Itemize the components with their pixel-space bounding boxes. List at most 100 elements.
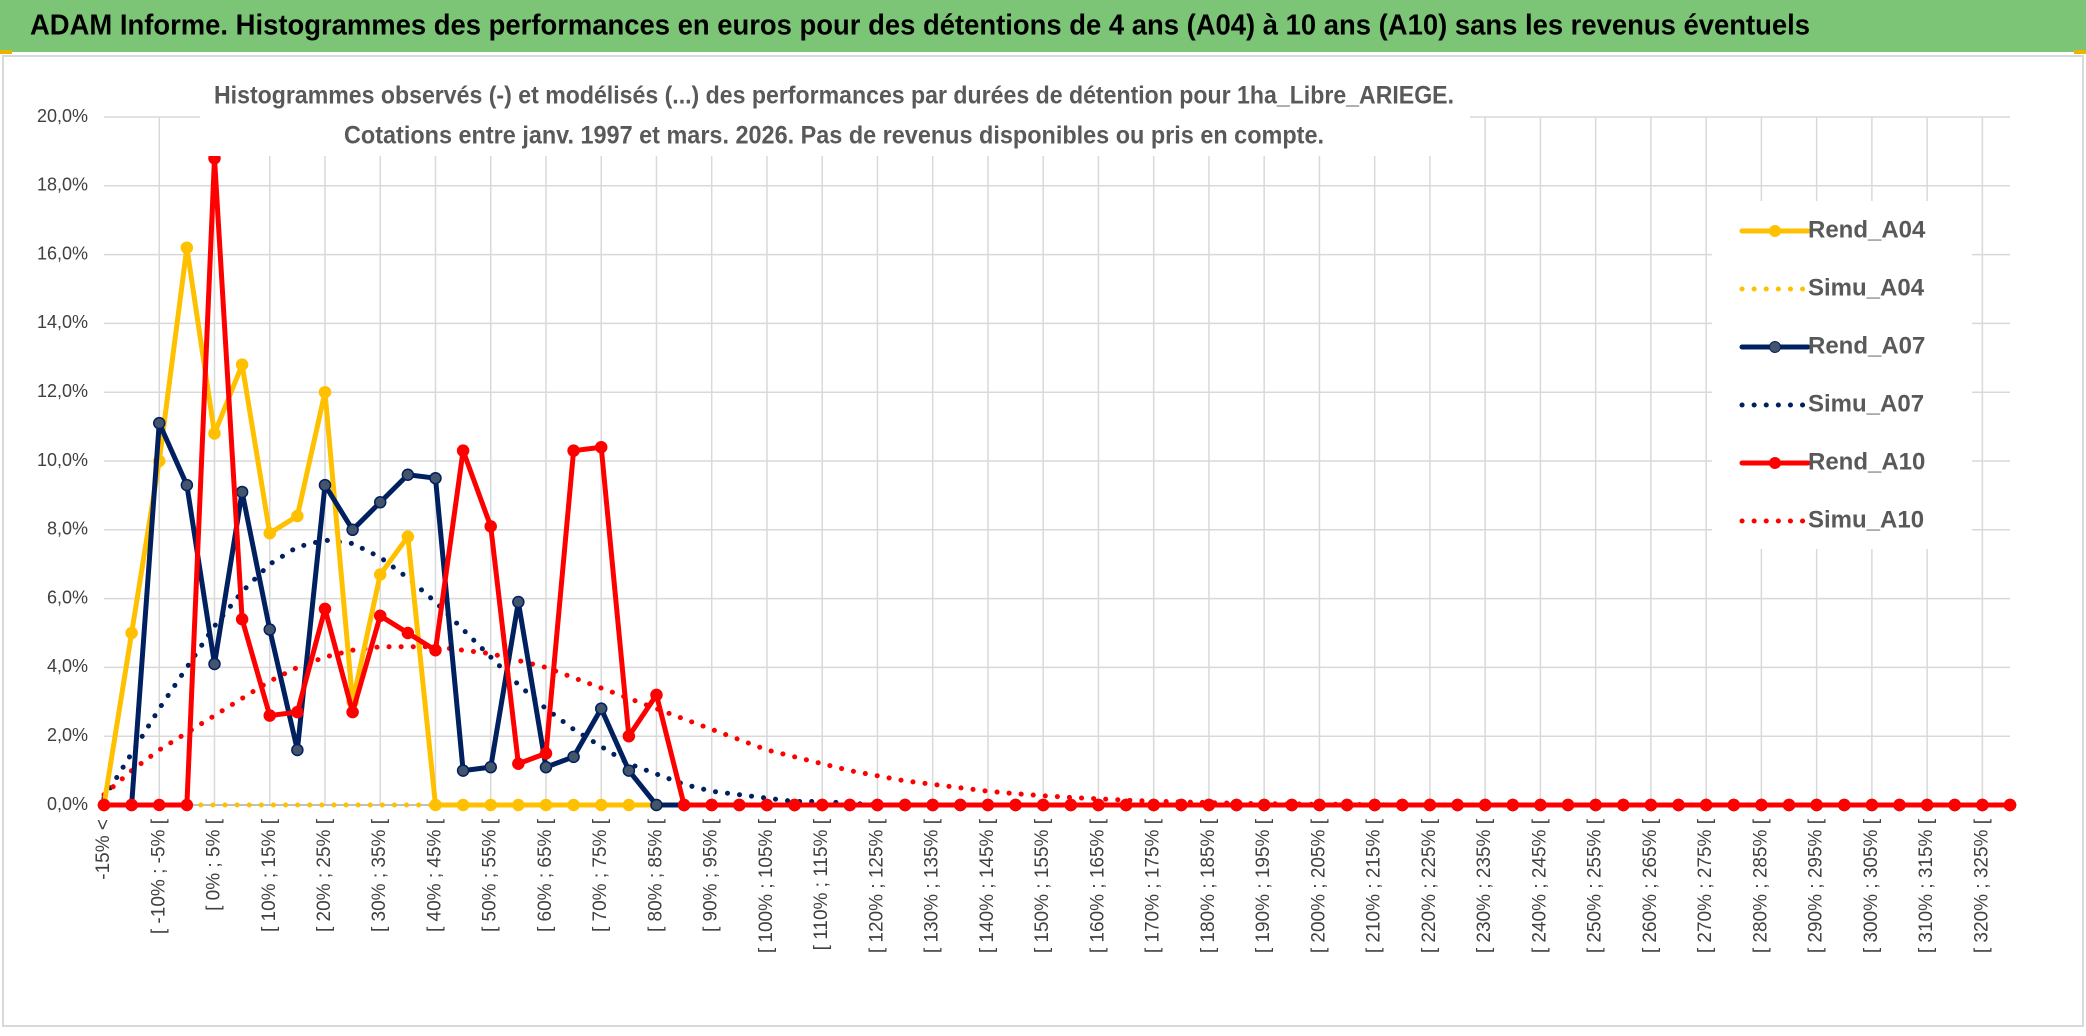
x-tick-label: [ 130% ; 135% [ bbox=[922, 818, 943, 953]
marker bbox=[318, 385, 332, 399]
marker bbox=[1202, 798, 1216, 812]
chart-frame bbox=[2, 55, 2084, 1027]
marker bbox=[1672, 798, 1685, 812]
x-tick-label: [ 100% ; 105% [ bbox=[756, 818, 777, 953]
marker bbox=[429, 471, 442, 485]
marker bbox=[1009, 798, 1022, 812]
x-tick-label: [ 160% ; 165% [ bbox=[1087, 818, 1108, 953]
x-tick-label: [ 200% ; 205% [ bbox=[1308, 818, 1329, 953]
x-tick-label: [ 240% ; 245% [ bbox=[1529, 818, 1550, 953]
marker bbox=[1589, 798, 1602, 812]
marker bbox=[512, 757, 525, 770]
marker bbox=[898, 798, 912, 812]
marker bbox=[291, 705, 304, 719]
marker bbox=[1920, 798, 1934, 812]
x-tick-label: [ 220% ; 225% [ bbox=[1419, 818, 1440, 953]
marker bbox=[1396, 798, 1409, 812]
marker bbox=[1175, 798, 1188, 812]
marker bbox=[373, 609, 387, 623]
marker bbox=[180, 478, 194, 492]
marker bbox=[2003, 798, 2017, 812]
marker bbox=[373, 496, 387, 509]
legend-label: Rend_A10 bbox=[1808, 448, 1925, 475]
x-tick-label: -15% < bbox=[93, 819, 114, 880]
marker bbox=[1313, 798, 1326, 812]
legend-label: Simu_A04 bbox=[1808, 274, 1925, 301]
marker bbox=[1230, 798, 1243, 812]
marker bbox=[788, 798, 801, 812]
series-line bbox=[101, 644, 2013, 808]
marker bbox=[235, 485, 249, 499]
marker bbox=[1976, 798, 1989, 812]
marker bbox=[1617, 798, 1630, 812]
x-tick-label: [ 320% ; 325% [ bbox=[1971, 818, 1992, 953]
marker bbox=[235, 358, 249, 371]
x-tick-label: [ 230% ; 235% [ bbox=[1474, 818, 1495, 953]
x-tick-label: [ 270% ; 275% [ bbox=[1695, 818, 1716, 953]
marker bbox=[97, 798, 111, 812]
marker bbox=[346, 705, 359, 719]
y-tick-label: 12,0% bbox=[37, 381, 88, 401]
x-tick-label: [ -10% ; -5% [ bbox=[148, 818, 169, 934]
marker bbox=[871, 798, 884, 812]
marker bbox=[815, 798, 829, 812]
x-tick-label: [ 190% ; 195% [ bbox=[1253, 818, 1274, 953]
marker bbox=[401, 468, 415, 482]
marker bbox=[622, 798, 636, 812]
marker bbox=[373, 568, 387, 581]
marker bbox=[1755, 798, 1768, 812]
legend-label: Simu_A10 bbox=[1808, 506, 1924, 533]
y-tick-label: 18,0% bbox=[37, 175, 88, 195]
marker bbox=[1534, 798, 1547, 812]
marker bbox=[1036, 798, 1050, 812]
marker bbox=[1423, 798, 1437, 812]
marker bbox=[622, 764, 636, 777]
x-tick-label: [ 210% ; 215% [ bbox=[1364, 818, 1385, 953]
marker bbox=[1699, 798, 1713, 812]
marker bbox=[456, 764, 470, 777]
marker bbox=[594, 440, 608, 454]
marker bbox=[954, 798, 967, 812]
y-tick-label: 16,0% bbox=[37, 243, 88, 263]
corner bbox=[2074, 50, 2086, 54]
y-tick-label: 8,0% bbox=[47, 519, 88, 539]
x-tick-label: [ 40% ; 45% [ bbox=[424, 818, 445, 932]
y-tick-label: 4,0% bbox=[47, 656, 88, 676]
marker bbox=[484, 760, 497, 774]
x-tick-label: [ 170% ; 175% [ bbox=[1143, 818, 1164, 953]
marker bbox=[1119, 798, 1133, 812]
x-tick-label: [ 80% ; 85% [ bbox=[645, 818, 666, 932]
legend-label: Rend_A04 bbox=[1808, 216, 1926, 243]
x-tick-label: [ 70% ; 75% [ bbox=[590, 818, 611, 932]
x-tick-label: [ 50% ; 55% [ bbox=[480, 818, 501, 932]
marker bbox=[208, 427, 221, 440]
marker bbox=[539, 747, 553, 760]
marker bbox=[263, 709, 276, 722]
marker bbox=[843, 798, 857, 812]
marker bbox=[512, 798, 525, 812]
marker bbox=[1064, 798, 1078, 812]
y-tick-label: 6,0% bbox=[47, 587, 88, 607]
marker bbox=[1506, 798, 1520, 812]
x-tick-label: [ 10% ; 15% [ bbox=[259, 818, 280, 932]
marker bbox=[1865, 798, 1879, 812]
marker bbox=[733, 798, 746, 812]
legend-marker bbox=[1769, 457, 1781, 469]
marker bbox=[1893, 798, 1906, 812]
x-tick-label: [ 0% ; 5% [ bbox=[204, 818, 225, 911]
x-tick-label: [ 110% ; 115% [ bbox=[811, 818, 832, 950]
title-bg bbox=[200, 78, 1470, 156]
marker bbox=[1451, 798, 1464, 812]
marker bbox=[125, 626, 138, 640]
marker bbox=[1727, 798, 1741, 812]
marker bbox=[1838, 798, 1851, 812]
y-tick-label: 0,0% bbox=[47, 794, 88, 814]
marker bbox=[981, 798, 995, 812]
x-tick-label: [ 150% ; 155% [ bbox=[1032, 818, 1053, 953]
chart-subtitle: Cotations entre janv. 1997 et mars. 2026… bbox=[344, 122, 1324, 150]
marker bbox=[677, 798, 691, 812]
marker bbox=[401, 530, 415, 543]
marker bbox=[1147, 798, 1160, 812]
